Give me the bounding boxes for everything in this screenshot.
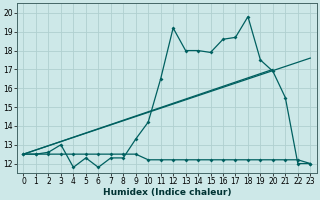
X-axis label: Humidex (Indice chaleur): Humidex (Indice chaleur) — [103, 188, 231, 197]
